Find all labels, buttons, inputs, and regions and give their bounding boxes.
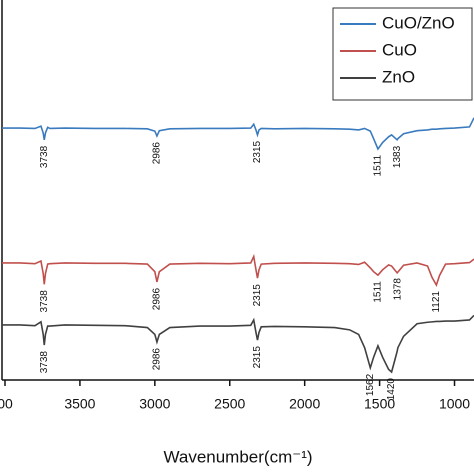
peak-label: 2986 <box>152 142 163 165</box>
x-tick-label: 2500 <box>214 396 245 412</box>
x-tick-label: 3500 <box>64 396 95 412</box>
x-tick-label: 2000 <box>289 396 320 412</box>
x-tick-label: 1500 <box>364 396 395 412</box>
x-axis-label: Wavenumber(cm⁻¹) <box>163 447 312 466</box>
peak-label: 2315 <box>252 284 263 307</box>
x-tick-label: 00 <box>0 396 13 412</box>
x-tick-label: 1000 <box>439 396 470 412</box>
peak-label: 2315 <box>252 140 263 163</box>
peak-label: 1562 <box>365 373 376 396</box>
peak-label: 1383 <box>392 145 403 168</box>
legend-label: CuO <box>382 40 417 59</box>
peak-label: 3738 <box>39 290 50 313</box>
series-line <box>2 117 474 151</box>
peak-label: 1121 <box>431 291 442 313</box>
x-tick-label: 3000 <box>139 396 170 412</box>
peak-label: 2315 <box>252 346 263 369</box>
peak-label: 1511 <box>373 155 384 177</box>
series-line <box>2 314 474 374</box>
peak-label: 3738 <box>39 145 50 168</box>
peak-label: 1378 <box>393 278 404 301</box>
peak-label: 1420 <box>386 378 397 401</box>
series-line <box>2 253 474 287</box>
peak-label: 2986 <box>152 348 163 371</box>
peak-label: 3738 <box>39 351 50 374</box>
legend-label: ZnO <box>382 67 415 86</box>
peak-label: 2986 <box>152 288 163 311</box>
peak-label: 1511 <box>373 281 384 303</box>
legend-label: CuO/ZnO <box>382 13 455 32</box>
